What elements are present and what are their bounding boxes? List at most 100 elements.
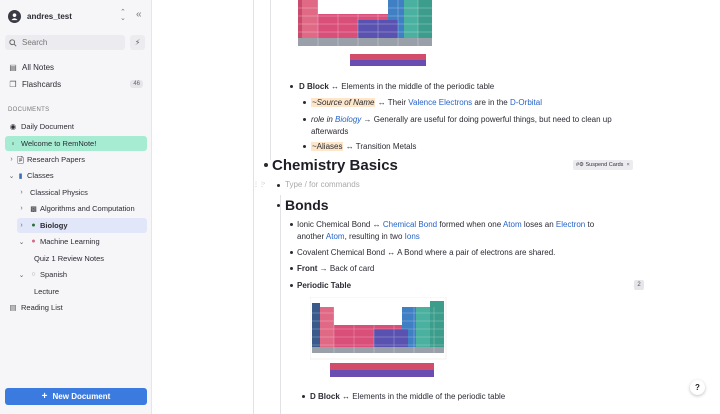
new-document-button[interactable]: + New Document bbox=[5, 388, 147, 405]
document-icon: ▫ bbox=[11, 139, 15, 148]
biology-link[interactable]: Biology bbox=[335, 115, 362, 124]
plus-icon: + bbox=[41, 391, 48, 402]
chevron-up-down-icon[interactable]: ⌃ ⌄ bbox=[120, 9, 126, 22]
sidebar-item-research-papers[interactable]: › 📄︎ Research Papers bbox=[5, 152, 147, 167]
flashcards-count-badge: 46 bbox=[130, 80, 143, 88]
editor: D Block ↔ Elements in the middle of the … bbox=[153, 0, 720, 414]
periodic-table-image[interactable] bbox=[310, 297, 447, 381]
sidebar-item-daily-document[interactable]: ◉ Daily Document bbox=[5, 119, 147, 134]
source-of-name-line[interactable]: ~Source of Name ↔ Their Valence Electron… bbox=[311, 98, 542, 107]
chevron-right-icon[interactable]: › bbox=[10, 156, 13, 163]
indent-guide bbox=[253, 0, 254, 414]
search-box[interactable] bbox=[5, 35, 125, 50]
bullet[interactable] bbox=[290, 267, 293, 270]
text: A Bond where a pair of electrons are sha… bbox=[397, 248, 556, 257]
text: Transition Metals bbox=[355, 142, 417, 151]
text: another bbox=[297, 232, 325, 241]
document-icon: 📄︎ bbox=[16, 156, 25, 164]
caterpillar-icon: ● bbox=[31, 222, 36, 229]
chevron-right-icon[interactable]: › bbox=[20, 222, 23, 229]
sidebar-item-all-notes[interactable]: ▤ All Notes bbox=[5, 60, 147, 75]
search-icon bbox=[9, 38, 17, 47]
bullet[interactable] bbox=[303, 101, 306, 104]
role-in-biology-line[interactable]: role in Biology → Generally are useful f… bbox=[311, 115, 612, 124]
sidebar-item-quiz[interactable]: Quiz 1 Review Notes bbox=[34, 251, 147, 266]
child-count-badge[interactable]: 2 bbox=[634, 280, 644, 290]
valence-electrons-link[interactable]: Valence Electrons bbox=[408, 98, 473, 107]
documents-section-label: DOCUMENTS bbox=[8, 107, 50, 113]
sidebar-item-lecture[interactable]: Lecture bbox=[34, 284, 147, 299]
role-in-biology-line-cont: afterwards bbox=[311, 127, 349, 136]
periodic-table-label[interactable]: Periodic Table bbox=[297, 281, 352, 290]
front-back-line[interactable]: Front → Back of card bbox=[297, 264, 374, 273]
chevron-right-icon[interactable]: › bbox=[20, 205, 23, 212]
help-button[interactable]: ? bbox=[690, 380, 705, 395]
search-input[interactable] bbox=[22, 38, 122, 47]
bullet[interactable] bbox=[277, 184, 280, 187]
chevron-right-icon[interactable]: › bbox=[20, 189, 23, 196]
source-of-name-tag[interactable]: ~Source of Name bbox=[311, 98, 376, 107]
sidebar-item-classical-physics[interactable]: › Classical Physics bbox=[17, 185, 147, 200]
sidebar-item-label: Reading List bbox=[21, 303, 63, 312]
bullet[interactable] bbox=[290, 251, 293, 254]
d-block-title: D Block bbox=[299, 82, 329, 91]
bullet[interactable] bbox=[277, 204, 280, 207]
d-block-line[interactable]: D Block ↔ Elements in the middle of the … bbox=[310, 392, 505, 401]
chevron-right-icon[interactable]: › bbox=[263, 181, 265, 187]
covalent-bond-line[interactable]: Covalent Chemical Bond ↔ A Bond where a … bbox=[297, 248, 555, 257]
ionic-bond-line-cont[interactable]: another Atom, resulting in two Ions bbox=[297, 232, 420, 241]
sidebar-item-label: Lecture bbox=[34, 287, 60, 296]
calendar-icon: ◉ bbox=[9, 122, 17, 131]
chemistry-basics-heading[interactable]: Chemistry Basics bbox=[272, 157, 398, 174]
ions-link[interactable]: Ions bbox=[404, 232, 420, 241]
text: Their bbox=[387, 98, 407, 107]
electron-link[interactable]: Electron bbox=[555, 220, 586, 229]
text: role in bbox=[311, 115, 333, 124]
ionic-bond-line[interactable]: Ionic Chemical Bond ↔ Chemical Bond form… bbox=[297, 220, 594, 229]
aliases-line[interactable]: ~Aliases ↔ Transition Metals bbox=[311, 142, 416, 151]
atom-link[interactable]: Atom bbox=[502, 220, 522, 229]
new-rem-input[interactable]: Type / for commands bbox=[285, 180, 360, 189]
sidebar: andres_test ⌃⌄ « ⚡︎ ▤ All Notes ❐ Flashc… bbox=[0, 0, 152, 414]
chevron-down-icon[interactable]: ⌄ bbox=[18, 238, 25, 246]
sidebar-item-reading-list[interactable]: ▤ Reading List bbox=[5, 300, 147, 315]
bonds-heading[interactable]: Bonds bbox=[285, 197, 329, 213]
bullet[interactable] bbox=[290, 85, 293, 88]
chevron-down-icon[interactable]: ⌄ bbox=[8, 172, 15, 180]
bullet[interactable] bbox=[264, 163, 268, 167]
username: andres_test bbox=[27, 11, 72, 21]
text: Front bbox=[297, 264, 318, 273]
d-block-line[interactable]: D Block ↔ Elements in the middle of the … bbox=[299, 82, 494, 91]
collapse-sidebar-icon[interactable]: « bbox=[136, 9, 142, 20]
d-block-text: Elements in the middle of the periodic t… bbox=[352, 392, 506, 401]
d-orbital-link[interactable]: D-Orbital bbox=[509, 98, 542, 107]
chevron-down-icon[interactable]: ⌄ bbox=[18, 271, 25, 279]
bullet[interactable] bbox=[302, 395, 305, 398]
atom-link[interactable]: Atom bbox=[325, 232, 345, 241]
bidirectional-arrow-icon: ↔ bbox=[331, 82, 342, 91]
sidebar-item-flashcards[interactable]: ❐ Flashcards 46 bbox=[5, 77, 147, 92]
aliases-tag[interactable]: ~Aliases bbox=[311, 142, 344, 151]
sidebar-item-machine-learning[interactable]: ⌄ ● Machine Learning bbox=[17, 234, 147, 249]
bullet[interactable] bbox=[303, 145, 306, 148]
chemical-bond-link[interactable]: Chemical Bond bbox=[382, 220, 438, 229]
text: are in the bbox=[474, 98, 508, 107]
close-icon[interactable]: × bbox=[626, 162, 630, 168]
sidebar-item-label: All Notes bbox=[22, 63, 55, 72]
sidebar-item-biology[interactable]: › ● Biology bbox=[17, 218, 147, 233]
bullet[interactable] bbox=[290, 284, 293, 287]
bidirectional-arrow-icon: ↔ bbox=[387, 248, 398, 257]
sidebar-item-spanish[interactable]: ⌄ ○ Spanish bbox=[17, 267, 147, 282]
bullet[interactable] bbox=[303, 118, 306, 121]
account-switcher[interactable]: andres_test ⌃ ⌄ « bbox=[8, 8, 148, 24]
notes-icon: ▤ bbox=[9, 63, 17, 72]
sidebar-item-classes[interactable]: ⌄ ▮ Classes bbox=[5, 168, 147, 183]
sidebar-item-welcome[interactable]: ▫ Welcome to RemNote! bbox=[5, 136, 147, 151]
sidebar-item-algorithms[interactable]: › ▩ Algorithms and Computation bbox=[17, 201, 147, 216]
drag-handle-icon[interactable]: ⋮⋮ bbox=[253, 182, 265, 188]
periodic-table-image-top[interactable] bbox=[298, 0, 433, 70]
quick-action-bolt-icon[interactable]: ⚡︎ bbox=[130, 35, 145, 50]
bullet[interactable] bbox=[290, 223, 293, 226]
bidirectional-arrow-icon: ↔ bbox=[377, 98, 388, 107]
suspend-cards-tag[interactable]: #⚙ Suspend Cards × bbox=[573, 160, 633, 170]
